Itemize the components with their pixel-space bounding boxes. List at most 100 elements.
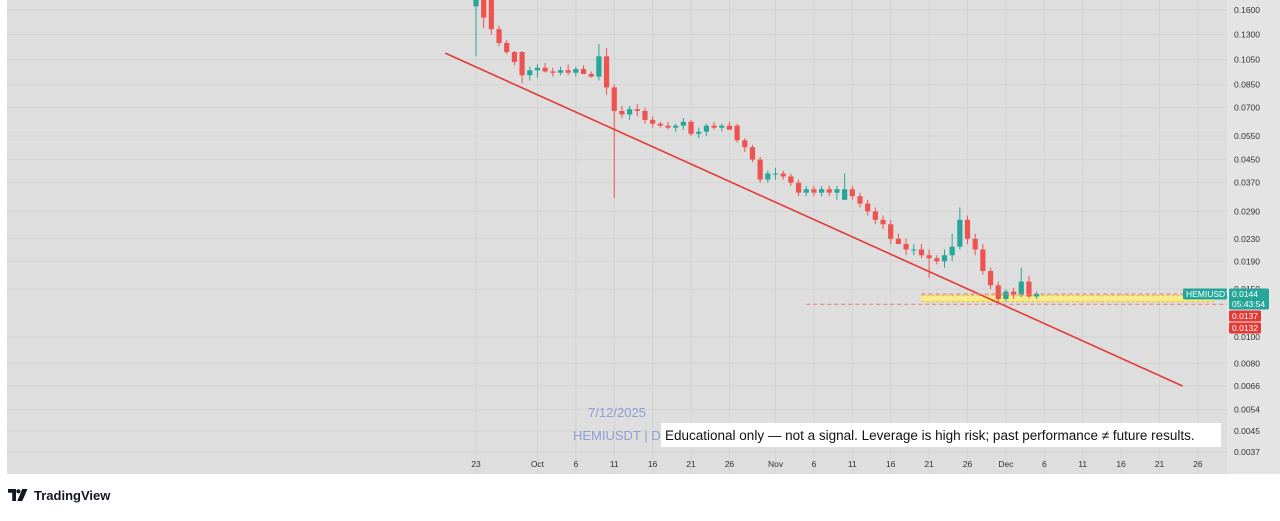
price-badge-background xyxy=(1229,288,1269,300)
y-tick-label: 0.0230 xyxy=(1234,234,1260,244)
y-tick-label: 0.1050 xyxy=(1234,55,1260,65)
candle-body xyxy=(580,69,587,74)
candle-body xyxy=(657,123,663,126)
y-tick-label: 0.0550 xyxy=(1234,131,1260,141)
candle xyxy=(665,121,671,130)
candle xyxy=(826,185,832,197)
y-tick-label: 0.0290 xyxy=(1234,206,1260,216)
candle-body xyxy=(511,52,517,62)
price-badge-background xyxy=(1229,310,1261,322)
x-tick-label: 6 xyxy=(1042,459,1047,469)
candle xyxy=(688,119,694,136)
price-badge-last-price: 0.0144 xyxy=(1229,288,1269,300)
candle-body xyxy=(941,255,948,262)
candle-body xyxy=(742,140,748,148)
candle xyxy=(964,215,971,245)
candle-body xyxy=(803,189,809,193)
x-tick-label: 26 xyxy=(725,459,735,469)
candle-body xyxy=(911,249,917,251)
candle-body xyxy=(772,173,779,175)
candle xyxy=(980,244,986,275)
x-tick-label: 21 xyxy=(1155,459,1165,469)
candle-body xyxy=(481,0,487,18)
candle-body xyxy=(719,125,725,128)
candle-body xyxy=(811,189,817,193)
candle xyxy=(865,199,871,216)
disclaimer-background xyxy=(661,423,1221,447)
candle xyxy=(911,244,917,256)
candle-body xyxy=(819,189,825,193)
disclaimer-text: Educational only — not a signal. Leverag… xyxy=(665,428,1195,443)
candle-body xyxy=(1034,293,1040,297)
watermark-date: 7/12/2025 xyxy=(588,405,646,420)
candle xyxy=(926,249,932,278)
x-tick-label: Oct xyxy=(531,459,545,469)
candle xyxy=(972,233,978,256)
y-tick-label: 0.0066 xyxy=(1234,381,1260,391)
x-tick-label: 6 xyxy=(812,459,817,469)
x-tick-label: 21 xyxy=(686,459,696,469)
candle xyxy=(619,105,625,119)
y-tick-label: 0.0850 xyxy=(1234,80,1260,90)
candle xyxy=(565,64,571,76)
candle xyxy=(496,25,502,46)
candle xyxy=(780,170,786,180)
candle-body xyxy=(949,246,955,256)
candle xyxy=(703,123,709,136)
candle xyxy=(819,185,825,197)
candle-body xyxy=(918,249,925,256)
x-tick-label: 26 xyxy=(963,459,973,469)
price-badge-level: 0.0132 xyxy=(1229,322,1261,334)
candle xyxy=(811,185,817,197)
price-badge-symbol: HEMIUSDT xyxy=(1183,288,1230,300)
candle-body xyxy=(865,203,871,212)
candle-body xyxy=(703,125,709,132)
candle xyxy=(573,66,579,77)
x-tick-label: Nov xyxy=(768,459,784,469)
candle xyxy=(772,167,779,180)
candle xyxy=(842,173,848,200)
y-tick-label: 0.0190 xyxy=(1234,256,1260,266)
candle xyxy=(680,118,686,130)
candle xyxy=(534,64,541,78)
y-tick-label: 0.1600 xyxy=(1234,5,1260,15)
x-tick-label: 21 xyxy=(924,459,934,469)
candle xyxy=(481,0,487,29)
candle xyxy=(895,233,901,245)
y-tick-label: 0.1300 xyxy=(1234,29,1260,39)
candle-body xyxy=(765,173,771,180)
candle-body xyxy=(634,109,640,111)
candle xyxy=(888,219,894,245)
candle xyxy=(711,121,717,130)
candle xyxy=(726,121,733,130)
candle xyxy=(918,244,925,259)
price-badge-text: HEMIUSDT xyxy=(1186,289,1230,299)
candle-body xyxy=(857,196,863,204)
candle-body xyxy=(488,0,494,30)
candle xyxy=(504,40,510,55)
candle xyxy=(719,123,725,132)
candle xyxy=(757,157,763,183)
candle xyxy=(1011,287,1017,300)
candle-body xyxy=(665,125,671,128)
candle xyxy=(611,84,617,198)
candle-body xyxy=(788,176,794,183)
candle xyxy=(872,207,878,225)
tradingview-logo[interactable]: TradingView xyxy=(8,486,110,504)
candle-body xyxy=(842,189,848,200)
candle xyxy=(987,267,994,290)
candle xyxy=(580,65,587,74)
x-tick-label: 16 xyxy=(648,459,658,469)
candle-body xyxy=(826,189,832,193)
candle xyxy=(673,123,679,132)
x-tick-label: 26 xyxy=(1193,459,1203,469)
candle-body xyxy=(611,87,617,111)
candle xyxy=(941,249,948,268)
candle xyxy=(903,238,909,256)
candle xyxy=(795,179,802,197)
candle-body xyxy=(519,52,525,76)
watermark-symbol: HEMIUSDT | D xyxy=(573,428,661,443)
candle-body xyxy=(504,42,510,53)
candle xyxy=(527,66,533,81)
